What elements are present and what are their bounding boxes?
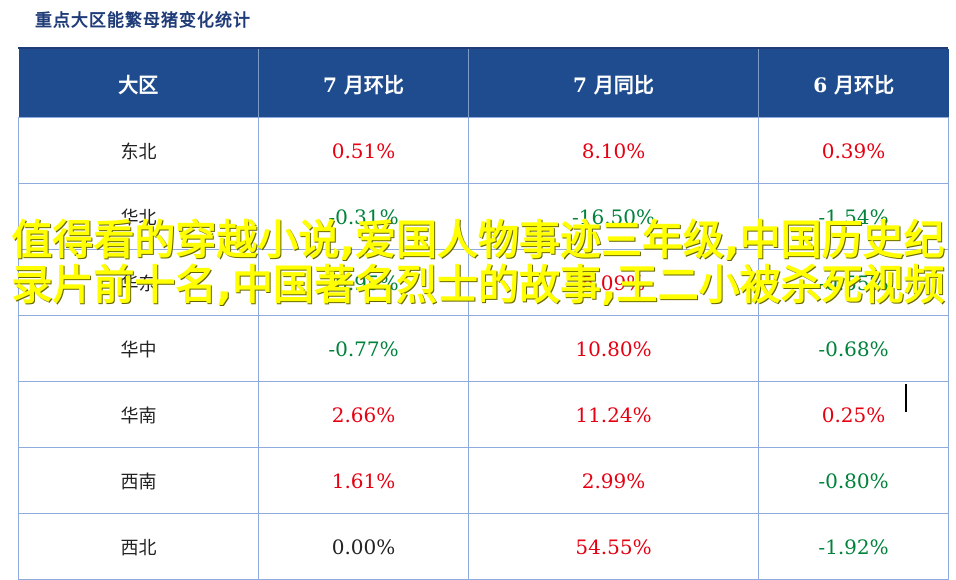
region-cell: 华中 bbox=[18, 315, 259, 382]
value-cell: 0.25% bbox=[758, 381, 949, 448]
data-table: 大区 7 月环比 7 月同比 6 月环比 东北 0.51% 8.10% 0.39… bbox=[18, 49, 949, 580]
region-cell: 华南 bbox=[18, 381, 259, 448]
title-divider bbox=[18, 47, 948, 49]
value-cell: 11.24% bbox=[468, 381, 759, 448]
region-cell: 华北 bbox=[18, 183, 259, 250]
value-cell: -0.31% bbox=[258, 183, 469, 250]
region-cell: 西南 bbox=[18, 447, 259, 514]
value-cell: 2.99% bbox=[468, 447, 759, 514]
header-jun-mom: 6 月环比 bbox=[758, 49, 949, 118]
region-cell: 东北 bbox=[18, 117, 259, 184]
header-jul-yoy: 7 月同比 bbox=[468, 49, 759, 118]
table-row: 西北 0.00% 54.55% -1.92% bbox=[18, 513, 949, 580]
header-row: 大区 7 月环比 7 月同比 6 月环比 bbox=[18, 49, 949, 118]
value-cell: 2.66% bbox=[258, 381, 469, 448]
value-cell: 1.61% bbox=[258, 447, 469, 514]
header-jul-mom: 7 月环比 bbox=[258, 49, 469, 118]
page-title: 重点大区能繁母猪变化统计 bbox=[35, 11, 251, 31]
value-cell: 5.09% bbox=[468, 249, 759, 316]
value-cell: 0.39% bbox=[758, 117, 949, 184]
value-cell: -0.68% bbox=[758, 315, 949, 382]
table-row: 华北 -0.31% -16.50% -1.54% bbox=[18, 183, 949, 250]
table-row: 东北 0.51% 8.10% 0.39% bbox=[18, 117, 949, 184]
value-cell: 10.80% bbox=[468, 315, 759, 382]
table-row: 华中 -0.77% 10.80% -0.68% bbox=[18, 315, 949, 382]
table-row: 华东 -0.95% 5.09% -0.55% bbox=[18, 249, 949, 316]
table-row: 华南 2.66% 11.24% 0.25% bbox=[18, 381, 949, 448]
value-cell: -0.80% bbox=[758, 447, 949, 514]
value-cell: 8.10% bbox=[468, 117, 759, 184]
value-cell: -16.50% bbox=[468, 183, 759, 250]
value-cell: -1.92% bbox=[758, 513, 949, 580]
header-region: 大区 bbox=[18, 49, 259, 118]
value-cell: -0.77% bbox=[258, 315, 469, 382]
text-cursor bbox=[905, 384, 907, 412]
value-cell: 0.51% bbox=[258, 117, 469, 184]
value-cell: 54.55% bbox=[468, 513, 759, 580]
value-cell: -0.95% bbox=[258, 249, 469, 316]
region-cell: 西北 bbox=[18, 513, 259, 580]
value-cell: -0.55% bbox=[758, 249, 949, 316]
overlay-caption: 值得看的穿越小说,爱国人物事迹三年级,中国历史纪录片前十名,中国著名烈士的故事,… bbox=[11, 216, 945, 309]
value-cell: 0.00% bbox=[258, 513, 469, 580]
table-row: 西南 1.61% 2.99% -0.80% bbox=[18, 447, 949, 514]
